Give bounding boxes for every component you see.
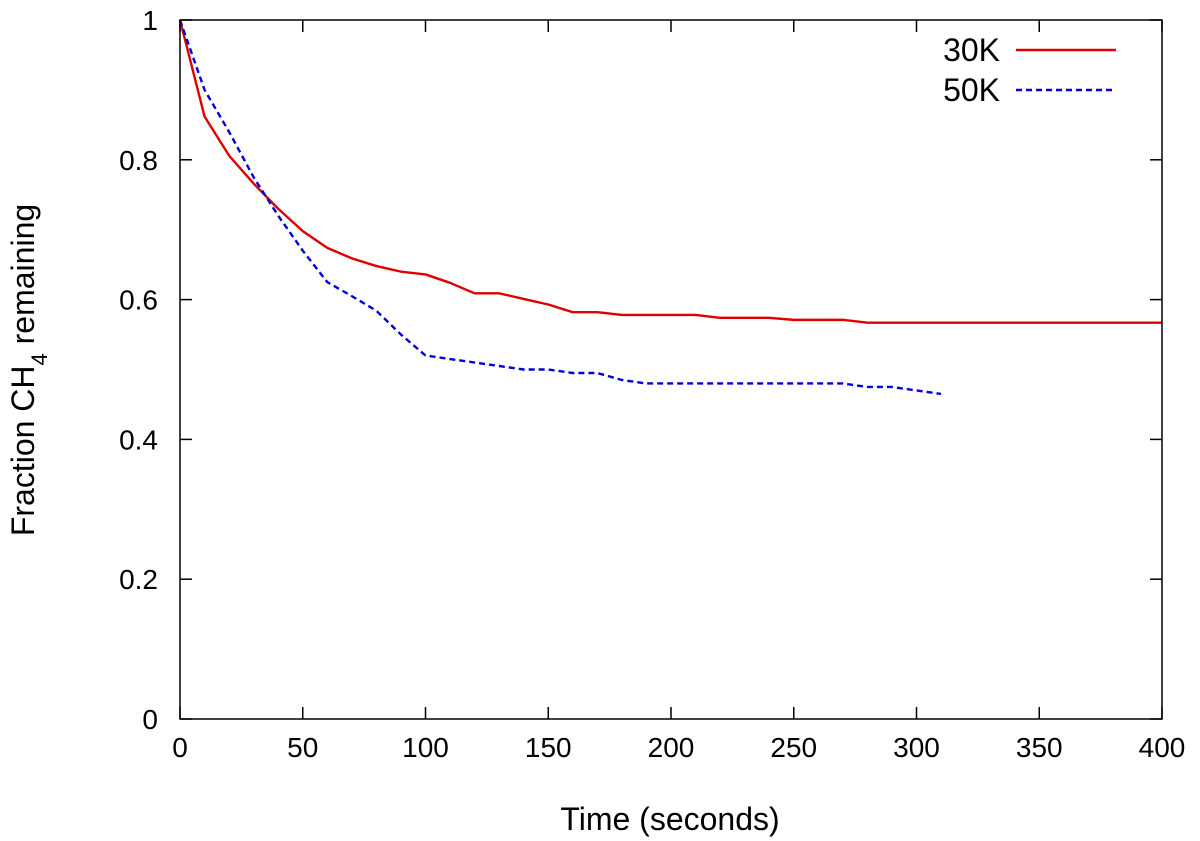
series-layer: [178, 19, 1162, 396]
x-tick-label: 150: [525, 732, 572, 763]
y-axis-label-suffix: remaining: [5, 204, 41, 353]
y-axis-label: Fraction CH4 remaining: [5, 204, 52, 536]
legend-label-30k: 30K: [943, 32, 1000, 68]
x-tick-label: 250: [770, 732, 817, 763]
x-tick-label: 350: [1016, 732, 1063, 763]
y-tick-label: 0.8: [119, 145, 158, 176]
y-tick-label: 1: [142, 5, 158, 36]
legend: 30K 50K: [943, 32, 1116, 108]
x-axis-label: Time (seconds): [560, 801, 779, 837]
x-tick-label: 100: [402, 732, 449, 763]
ticks-layer: [179, 19, 1163, 720]
tick-labels-layer: 0 50 100 150 200 250 300 350 400 0 0.2 0.4 0.6 0.8 1: [119, 5, 1185, 763]
x-tick-label: 400: [1139, 732, 1186, 763]
y-tick-label: 0.4: [119, 424, 158, 455]
y-tick-label: 0: [142, 704, 158, 735]
x-tick-label: 50: [287, 732, 318, 763]
y-tick-label: 0.6: [119, 285, 158, 316]
y-axis-label-subscript: 4: [27, 353, 52, 365]
x-tick-label: 0: [172, 732, 188, 763]
series-line-30k: [178, 19, 1162, 324]
x-tick-label: 300: [893, 732, 940, 763]
plot-frame: [179, 19, 1163, 720]
y-axis-label-main: Fraction CH: [5, 365, 41, 536]
legend-label-50k: 50K: [943, 72, 1000, 108]
y-tick-label: 0.2: [119, 564, 158, 595]
x-tick-label: 200: [648, 732, 695, 763]
series-line-50k: [178, 19, 942, 396]
